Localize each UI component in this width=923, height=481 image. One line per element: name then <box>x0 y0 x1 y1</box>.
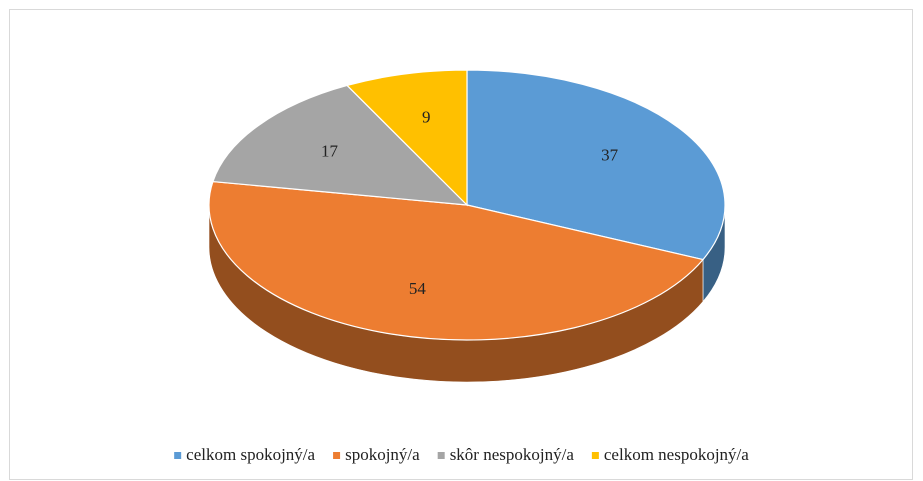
legend-label: spokojný/a <box>345 445 420 464</box>
pie-slice <box>466 69 726 261</box>
legend-label: skôr nespokojný/a <box>450 445 575 464</box>
legend-label: celkom nespokojný/a <box>604 445 749 464</box>
legend-swatch <box>591 452 599 459</box>
data-labels: 37 54 17 9 <box>321 107 619 298</box>
legend-item: celkom spokojný/a <box>174 445 316 464</box>
legend-item: spokojný/a <box>333 445 420 464</box>
data-label: 54 <box>409 279 427 298</box>
pie-tops <box>208 69 726 341</box>
legend-swatch <box>437 452 445 459</box>
pie-slice <box>208 180 705 341</box>
data-label: 9 <box>422 107 431 126</box>
legend-label: celkom spokojný/a <box>186 445 315 464</box>
data-label: 17 <box>321 141 339 160</box>
legend-swatch <box>333 452 341 459</box>
data-label: 37 <box>601 145 619 164</box>
pie-slice <box>345 69 468 207</box>
pie-slice <box>212 84 469 206</box>
legend-swatch <box>174 452 182 459</box>
legend-item: skôr nespokojný/a <box>437 445 575 464</box>
legend: celkom spokojný/a spokojný/a skôr nespokoj… <box>174 445 749 464</box>
legend-item: celkom nespokojný/a <box>591 445 749 464</box>
